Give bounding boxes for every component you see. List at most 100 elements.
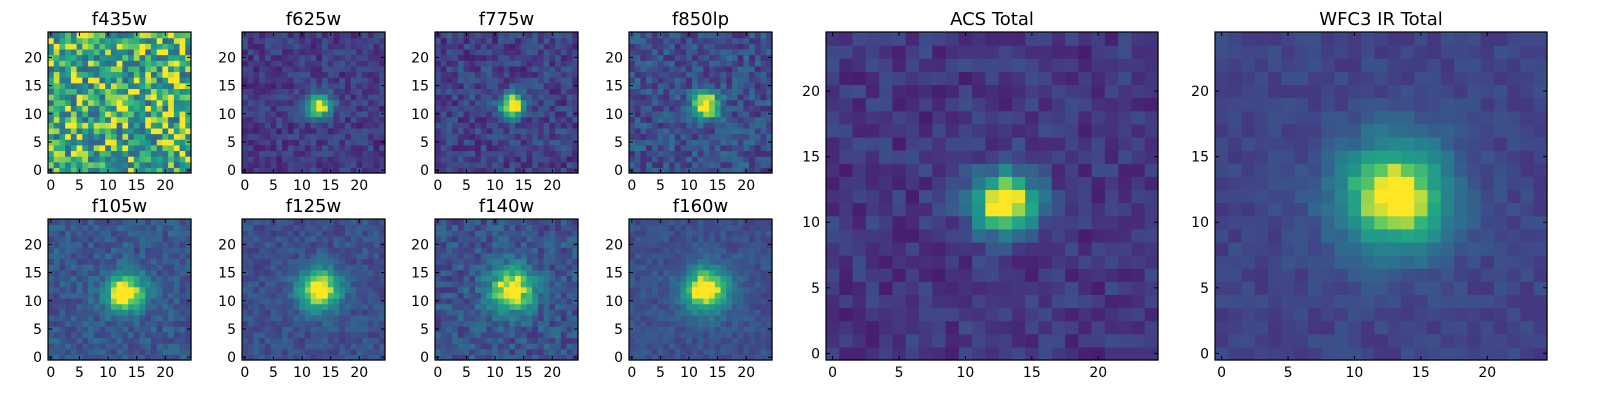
heatmap-cell — [731, 314, 739, 322]
heatmap-cell — [299, 264, 306, 271]
heatmap-cell — [133, 337, 141, 344]
heatmap-cell — [749, 303, 756, 310]
heatmap-cell — [367, 32, 375, 39]
heatmap-cell — [572, 161, 579, 168]
heatmap-cell — [760, 37, 767, 44]
heatmap-cell — [663, 292, 670, 299]
heatmap-cell — [162, 82, 169, 89]
heatmap-cell — [59, 309, 66, 316]
heatmap-cell — [76, 94, 83, 101]
heatmap-cell — [59, 156, 66, 163]
heatmap-cell — [691, 314, 699, 322]
heatmap-cell — [766, 320, 773, 327]
heatmap-cell — [697, 275, 704, 282]
heatmap-cell — [53, 139, 61, 146]
heatmap-cell — [99, 144, 106, 152]
heatmap-cell — [128, 94, 135, 101]
heatmap-cell — [304, 303, 312, 310]
heatmap-cell — [253, 110, 260, 118]
heatmap-cell — [457, 161, 465, 168]
heatmap-cell — [139, 71, 146, 78]
heatmap-cell — [139, 337, 146, 344]
heatmap-cell — [760, 331, 767, 339]
heatmap-cell — [162, 43, 169, 50]
heatmap-cell — [555, 133, 562, 140]
heatmap-cell — [549, 122, 556, 129]
heatmap-cell — [629, 275, 636, 282]
heatmap-cell — [669, 99, 676, 106]
heatmap-cell — [327, 99, 335, 106]
x-tick-label: 10 — [99, 365, 117, 381]
heatmap-cell — [282, 60, 289, 67]
heatmap-cell — [640, 94, 647, 101]
heatmap-cell — [185, 43, 192, 50]
heatmap-cell — [680, 99, 687, 106]
heatmap-cell — [697, 105, 704, 112]
heatmap-cell — [322, 99, 329, 106]
heatmap-cell — [572, 60, 579, 67]
y-tick-label: 20 — [411, 237, 429, 253]
heatmap-cell — [128, 133, 135, 140]
heatmap-cell — [663, 167, 670, 174]
heatmap-cell — [560, 314, 568, 322]
heatmap-cell — [339, 292, 346, 299]
heatmap-cell — [634, 133, 642, 140]
heatmap-cell — [640, 48, 647, 56]
heatmap-cell — [162, 252, 169, 260]
heatmap-cell — [754, 99, 762, 106]
heatmap-cell — [457, 343, 465, 350]
heatmap-cell — [282, 320, 289, 327]
heatmap-cell — [293, 127, 300, 135]
heatmap-cell — [463, 224, 470, 231]
heatmap-cell — [520, 252, 528, 260]
heatmap-cell — [242, 281, 249, 288]
heatmap-cell — [344, 54, 352, 61]
heatmap-cell — [754, 354, 762, 361]
heatmap-cell — [242, 275, 249, 282]
heatmap-cell — [503, 133, 510, 140]
heatmap-cell — [276, 230, 283, 237]
heatmap-cell — [640, 286, 647, 293]
heatmap-cell — [509, 264, 516, 271]
heatmap-cell — [110, 348, 118, 355]
heatmap-cell — [440, 150, 448, 157]
heatmap-cell — [270, 275, 277, 282]
heatmap-cell — [287, 110, 295, 118]
heatmap-cell — [515, 275, 522, 282]
heatmap-cell — [350, 65, 357, 73]
heatmap-cell — [362, 65, 369, 73]
heatmap-cell — [555, 354, 562, 361]
heatmap-cell — [367, 82, 375, 89]
heatmap-cell — [59, 43, 66, 50]
heatmap-cell — [293, 77, 300, 84]
heatmap-cell — [503, 122, 510, 129]
heatmap-cell — [379, 281, 386, 288]
heatmap-cell — [270, 127, 277, 135]
heatmap-cell — [697, 303, 704, 310]
heatmap-cell — [322, 127, 329, 135]
heatmap-cell — [463, 60, 470, 67]
heatmap-cell — [367, 139, 375, 146]
heatmap-cell — [743, 156, 750, 163]
heatmap-cell — [316, 105, 323, 112]
heatmap-cell — [754, 281, 762, 288]
heatmap-cell — [276, 43, 283, 50]
heatmap-cell — [339, 241, 346, 248]
heatmap-cell — [760, 105, 767, 112]
heatmap-cell — [537, 337, 545, 344]
heatmap-cell — [463, 82, 470, 89]
heatmap-cell — [537, 230, 545, 237]
heatmap-cell — [168, 161, 175, 168]
heatmap-cell — [53, 32, 61, 39]
heatmap-cell — [247, 116, 255, 123]
heatmap-cell — [105, 230, 112, 237]
heatmap-cell — [168, 269, 175, 276]
heatmap-cell — [634, 99, 642, 106]
heatmap-cell — [640, 99, 647, 106]
heatmap-cell — [469, 343, 476, 350]
heatmap-cell — [173, 224, 181, 231]
heatmap-cell — [749, 122, 756, 129]
heatmap-cell — [646, 331, 653, 339]
heatmap-cell — [766, 99, 773, 106]
heatmap-cell — [88, 150, 95, 157]
